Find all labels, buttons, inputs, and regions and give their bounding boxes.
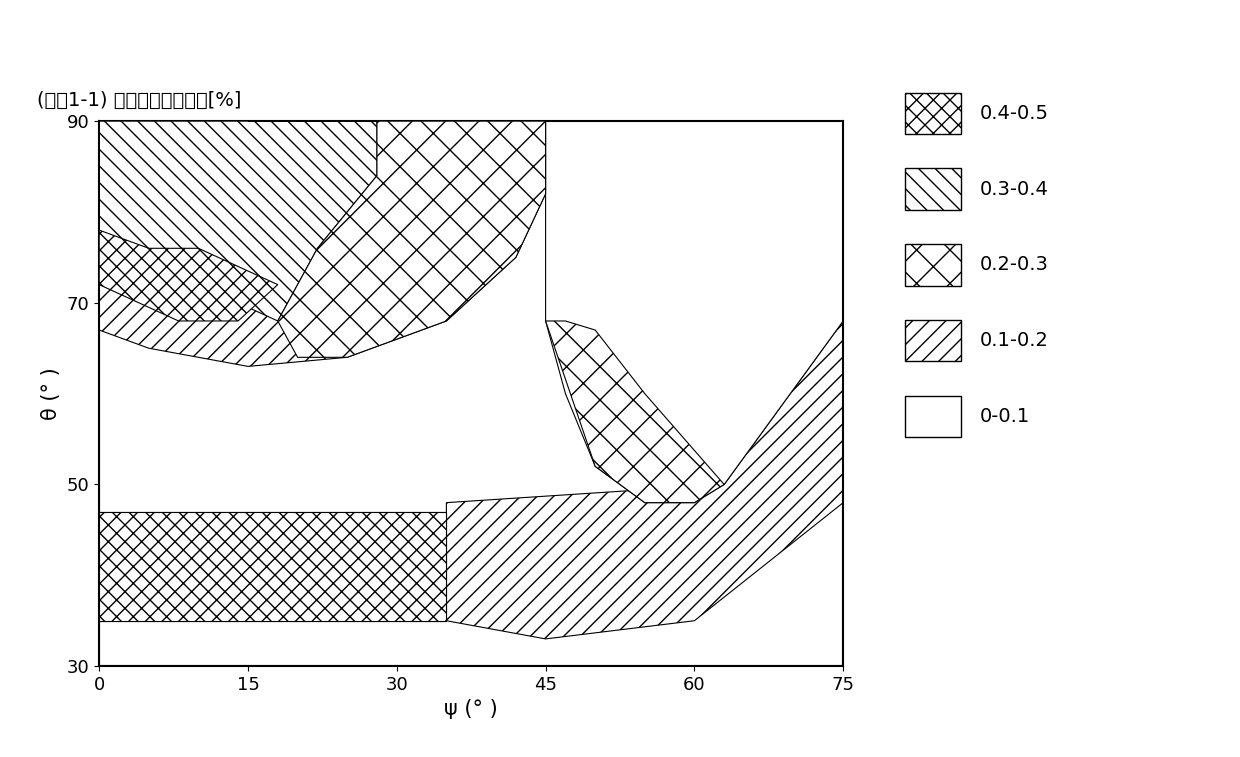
Polygon shape <box>248 121 546 357</box>
Polygon shape <box>99 121 278 321</box>
Polygon shape <box>99 121 546 366</box>
Polygon shape <box>446 321 843 639</box>
Polygon shape <box>546 321 724 503</box>
Text: 0.2-0.3: 0.2-0.3 <box>980 255 1049 275</box>
Polygon shape <box>99 512 446 621</box>
Text: 0.4-0.5: 0.4-0.5 <box>980 104 1049 123</box>
Polygon shape <box>99 512 446 621</box>
Polygon shape <box>99 121 843 666</box>
Text: 0.1-0.2: 0.1-0.2 <box>980 331 1049 350</box>
X-axis label: ψ (° ): ψ (° ) <box>444 699 498 719</box>
Polygon shape <box>99 121 377 321</box>
Polygon shape <box>546 121 843 503</box>
Text: 0.3-0.4: 0.3-0.4 <box>980 179 1049 199</box>
Text: (区域1-1) 电气机械结合系数[%]: (区域1-1) 电气机械结合系数[%] <box>37 91 242 110</box>
Y-axis label: θ (° ): θ (° ) <box>41 367 61 420</box>
Text: 0-0.1: 0-0.1 <box>980 407 1030 426</box>
